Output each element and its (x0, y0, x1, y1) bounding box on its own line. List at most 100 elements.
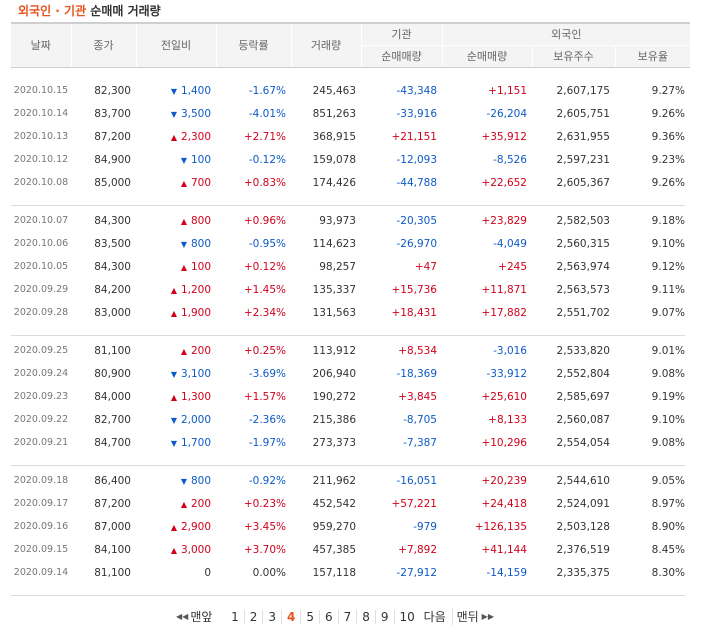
triangle-down-icon: ▼ (170, 86, 178, 96)
page-link-7[interactable]: 7 (339, 609, 358, 624)
cell-date: 2020.09.29 (13, 284, 69, 295)
cell-foreign-net: -8,526 (493, 153, 527, 166)
header-foreign-ratio: 보유율 (614, 44, 691, 68)
cell-volume: 211,962 (312, 474, 356, 487)
cell-foreign-ratio: 8.97% (651, 497, 686, 510)
page-link-2[interactable]: 2 (245, 609, 264, 624)
next-page-link[interactable]: 다음 (423, 610, 446, 624)
cell-rate: -1.67% (248, 84, 286, 97)
cell-change-value: 1,900 (180, 306, 211, 319)
cell-rate: -1.97% (248, 436, 286, 449)
cell-volume: 135,337 (312, 283, 356, 296)
header-foreign-holdings: 보유주수 (531, 44, 615, 68)
cell-change: ▼ 2,000 (136, 408, 216, 431)
cell-close: 83,000 (94, 306, 131, 319)
cell-date: 2020.10.12 (13, 154, 69, 165)
triangle-up-icon: ▲ (170, 308, 178, 318)
header-rate: 등락률 (215, 22, 291, 68)
cell-foreign-net: +17,882 (481, 306, 527, 319)
cell-change-value: 3,100 (180, 367, 211, 380)
cell-foreign-holdings: 2,524,091 (556, 497, 610, 510)
section-title: 외국인 · 기관 순매매 거래량 (18, 2, 161, 18)
cell-foreign-net: +126,135 (474, 520, 527, 533)
page-link-6[interactable]: 6 (320, 609, 339, 624)
cell-date: 2020.09.24 (13, 368, 69, 379)
cell-inst-net: -33,916 (396, 107, 437, 120)
cell-foreign-ratio: 9.08% (651, 436, 686, 449)
cell-rate: +0.12% (243, 260, 286, 273)
cell-change: ▲ 200 (136, 492, 216, 515)
cell-inst-net: -7,387 (403, 436, 437, 449)
cell-change-value: 800 (190, 474, 211, 487)
cell-foreign-ratio: 9.26% (651, 107, 686, 120)
page-link-8[interactable]: 8 (357, 609, 376, 624)
cell-date: 2020.09.18 (13, 475, 69, 486)
cell-change: ▼ 3,500 (136, 102, 216, 125)
table-row: 2020.09.18 86,400 ▼ 800 -0.92% 211,962 -16,051… (11, 469, 690, 492)
table-row: 2020.10.06 83,500 ▼ 800 -0.95% 114,623 -26,970… (11, 232, 690, 255)
page-link-10[interactable]: 10 (399, 609, 415, 624)
cell-close: 87,000 (94, 520, 131, 533)
table-row: 2020.10.05 84,300 ▲ 100 +0.12% 98,257 +47 +245 2… (11, 255, 690, 278)
last-page-link[interactable]: 맨뒤 ▶▶ (451, 608, 496, 625)
page-link-1[interactable]: 1 (226, 609, 245, 624)
page-link-5[interactable]: 5 (301, 609, 320, 624)
triangle-up-icon: ▲ (170, 132, 178, 142)
table-row: 2020.09.17 87,200 ▲ 200 +0.23% 452,542 +57,221… (11, 492, 690, 515)
first-page-link[interactable]: ◀◀ 맨앞 (176, 608, 212, 625)
header-date: 날짜 (11, 22, 71, 68)
cell-volume: 206,940 (312, 367, 356, 380)
cell-volume: 93,973 (319, 214, 356, 227)
cell-rate: -3.69% (248, 367, 286, 380)
cell-inst-net: +8,534 (398, 344, 437, 357)
cell-volume: 113,912 (312, 344, 356, 357)
page-link-4[interactable]: 4 (282, 609, 302, 624)
table-row: 2020.10.08 85,000 ▲ 700 +0.83% 174,426 -44,788… (11, 171, 690, 194)
cell-change: ▼ 100 (136, 148, 216, 171)
cell-foreign-ratio: 9.36% (651, 130, 686, 143)
triangle-up-icon: ▲ (170, 392, 178, 402)
cell-change: ▼ 800 (136, 232, 216, 255)
cell-foreign-net: -26,204 (486, 107, 527, 120)
cell-volume: 273,373 (312, 436, 356, 449)
cell-change: ▲ 700 (136, 171, 216, 194)
cell-foreign-net: -4,049 (493, 237, 527, 250)
cell-date: 2020.10.15 (13, 85, 69, 96)
page-link-3[interactable]: 3 (263, 609, 282, 624)
double-chevron-left-icon: ◀◀ (176, 612, 189, 621)
page-link-9[interactable]: 9 (376, 609, 395, 624)
triangle-down-icon: ▼ (180, 476, 188, 486)
cell-rate: -0.92% (248, 474, 286, 487)
cell-close: 81,100 (94, 566, 131, 579)
section-title-accent: 외국인 · 기관 (18, 4, 87, 18)
table-row: 2020.09.25 81,100 ▲ 200 +0.25% 113,912 +8,534 -… (11, 339, 690, 362)
cell-inst-net: +18,431 (391, 306, 437, 319)
cell-rate: -4.01% (248, 107, 286, 120)
cell-close: 84,300 (94, 260, 131, 273)
cell-date: 2020.10.08 (13, 177, 69, 188)
cell-foreign-net: +8,133 (488, 413, 527, 426)
cell-foreign-net: +24,418 (481, 497, 527, 510)
cell-volume: 457,385 (312, 543, 356, 556)
cell-change: ▲ 1,900 (136, 301, 216, 324)
cell-foreign-net: +1,151 (488, 84, 527, 97)
cell-change: ▲ 2,900 (136, 515, 216, 538)
triangle-down-icon: ▼ (170, 415, 178, 425)
table-row: 2020.09.24 80,900 ▼ 3,100 -3.69% 206,940 -18,3… (11, 362, 690, 385)
cell-change: ▼ 1,700 (136, 431, 216, 454)
cell-volume: 114,623 (312, 237, 356, 250)
header-close: 종가 (70, 22, 136, 68)
triangle-up-icon: ▲ (180, 178, 188, 188)
cell-rate: +0.25% (243, 344, 286, 357)
cell-close: 80,900 (94, 367, 131, 380)
cell-change-value: 2,000 (180, 413, 211, 426)
cell-change-value: 800 (190, 214, 211, 227)
cell-foreign-holdings: 2,376,519 (556, 543, 610, 556)
cell-change-value: 200 (190, 497, 211, 510)
cell-change-value: 100 (190, 260, 211, 273)
cell-inst-net: -44,788 (396, 176, 437, 189)
table-row: 2020.09.14 81,100 0 0.00% 157,118 -27,912 -14,… (11, 561, 690, 584)
cell-foreign-net: +10,296 (481, 436, 527, 449)
cell-inst-net: +15,736 (391, 283, 437, 296)
cell-close: 87,200 (94, 130, 131, 143)
